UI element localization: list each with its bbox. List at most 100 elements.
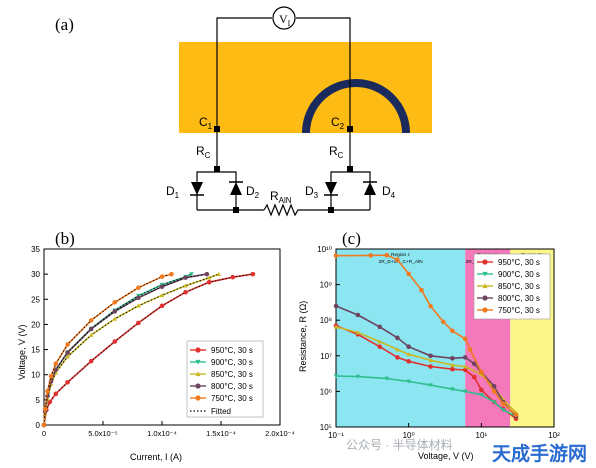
panel-b-legend-marker (195, 359, 201, 365)
panel-c-data-point (500, 401, 506, 407)
panel-c-data-point (479, 393, 484, 398)
panel-b-ytick-label: 30 (31, 270, 40, 279)
panel-c: (c) Region I:2R_D+2R_C+R_AlNRegion II:2R… (298, 229, 560, 461)
panel-b-data-point (48, 373, 54, 379)
fitted-legend-label: Fitted (211, 407, 231, 416)
panel-b-data-point (206, 275, 212, 280)
panel-b-data-point (112, 339, 118, 344)
panel-c-series (333, 252, 519, 422)
panel-b-data-point (88, 358, 94, 364)
panel-b-data-point (112, 300, 118, 305)
panel-c-data-point (333, 253, 339, 258)
panel-c-data-point (428, 357, 433, 363)
panel-c-data-point (450, 356, 455, 361)
panel-c-data-point (450, 328, 455, 334)
panel-b-data-point (230, 274, 236, 280)
panel-c-legend: 950°C, 30 s 900°C, 30 s 850°C, 30 s 800°C, … (473, 253, 551, 320)
panel-c-legend-items: 950°C, 30 s 900°C, 30 s 850°C, 30 s 800°C, … (477, 258, 540, 315)
panel-b-legend-marker (195, 395, 201, 401)
panel-c-data-point (377, 324, 383, 330)
contact-c2-label: C2 (331, 115, 345, 131)
panel-c-legend-marker (482, 271, 488, 277)
panel-b-xtick-label: 2.0x10⁻⁴ (265, 429, 295, 438)
panel-b-data-point (183, 289, 188, 295)
panel-c-data-point (384, 376, 390, 381)
panel-c-ytick-label: 10⁶ (320, 387, 332, 396)
panel-c-xtick-label: 10⁰ (403, 431, 415, 440)
diode-d3-icon (325, 182, 337, 195)
panel-b-data-point (112, 316, 118, 321)
panel-c-data-point (355, 330, 361, 335)
panel-c-data-point (513, 412, 519, 418)
panel-b-legend-label: 900°C, 30 s (211, 358, 253, 367)
panel-b-label: (b) (55, 229, 75, 248)
panel-c-data-point (395, 257, 400, 263)
panel-c-data-point (462, 367, 468, 373)
panel-c-legend-label: 950°C, 30 s (498, 258, 540, 267)
panel-b-legend-label: 850°C, 30 s (211, 370, 253, 379)
panel-c-data-point (491, 389, 497, 394)
diode-d1-label: D1 (166, 184, 180, 200)
panel-b-ylabel: Voltage, V (V) (17, 324, 27, 380)
panel-c-data-point (467, 347, 473, 352)
panel-c-data-point (395, 347, 400, 352)
diode-d2-label: D2 (246, 184, 260, 200)
panel-c-axes: 10⁵ 10⁶ 10⁷ 10⁸ 10⁹ 10¹⁰ 10⁻¹ 10⁰ 10¹ 10² (317, 245, 560, 440)
panel-c-data-point (462, 336, 468, 342)
panel-a: (a) VI C1 C2 RC D1 D2 RC D3 D4 (55, 6, 432, 217)
contact-c1-pad (214, 126, 220, 132)
wire-left-diodes (196, 171, 237, 210)
panel-b-data-point (42, 406, 48, 412)
panel-c-legend-label: 850°C, 30 s (498, 282, 540, 291)
panel-c-data-point (406, 352, 411, 357)
panel-c-data-point (406, 344, 411, 350)
panel-b-data-point (41, 422, 47, 428)
panel-b-data-point (159, 303, 165, 309)
panel-c-ytick-label: 10⁸ (320, 316, 332, 325)
panel-b-data-point (53, 391, 59, 397)
panel-b-series (41, 271, 256, 428)
panel-b-ytick-label: 35 (31, 245, 40, 254)
panel-c-data-point (441, 319, 446, 325)
panel-b-data-point (136, 320, 141, 326)
panel-b-ytick-label: 20 (31, 320, 40, 329)
circular-electrode (302, 79, 410, 134)
panel-b-data-point (65, 354, 70, 359)
contact-c1-label: C1 (199, 115, 213, 131)
panel-c-ytick-label: 10⁹ (320, 281, 332, 290)
panel-c-series-4 (333, 252, 519, 418)
panel-c-ytick-label: 10⁷ (320, 352, 332, 361)
panel-c-data-point (471, 374, 477, 380)
panel-c-ytick-label: 10¹⁰ (317, 245, 332, 254)
panel-c-legend-marker (482, 307, 488, 313)
panel-b-data-point (183, 275, 188, 280)
panel-c-ytick-label: 10⁵ (320, 423, 332, 432)
panel-b-data-point (136, 295, 141, 301)
panel-c-data-point (450, 387, 455, 392)
panel-c-legend-label: 800°C, 30 s (498, 294, 540, 303)
panel-b-legend-marker (195, 371, 201, 377)
panel-b-ytick-label: 10 (31, 371, 40, 380)
panel-b-data-point (189, 272, 194, 277)
diode-d1-icon (191, 182, 203, 195)
panel-b-legend: 950°C, 30 s 900°C, 30 s 850°C, 30 s 800°C, … (186, 340, 264, 418)
panel-c-data-point (428, 383, 433, 388)
watermark-text: 公众号 · 半导体材料 (346, 438, 453, 452)
panel-b-legend-label: 950°C, 30 s (211, 346, 253, 355)
panel-c-data-point (428, 303, 433, 309)
node-bottom-right (328, 207, 334, 213)
panel-b-legend-marker (195, 347, 201, 353)
voltmeter-label: VI (279, 12, 291, 28)
panel-c-data-point (368, 253, 373, 258)
panel-c-data-point (450, 366, 455, 372)
panel-c-data-point (333, 303, 339, 309)
panel-b-ytick-label: 25 (31, 295, 40, 304)
wire-top-left (216, 17, 272, 129)
panel-b-xtick-label: 0 (42, 429, 46, 438)
panel-c-xtick-label: 10² (548, 431, 560, 440)
panel-c-xtick-label: 10⁻¹ (328, 431, 344, 440)
panel-c-data-point (377, 344, 383, 350)
panel-b-data-point (136, 285, 141, 291)
panel-b-data-point (88, 318, 94, 323)
rc-right-label: RC (329, 144, 344, 160)
